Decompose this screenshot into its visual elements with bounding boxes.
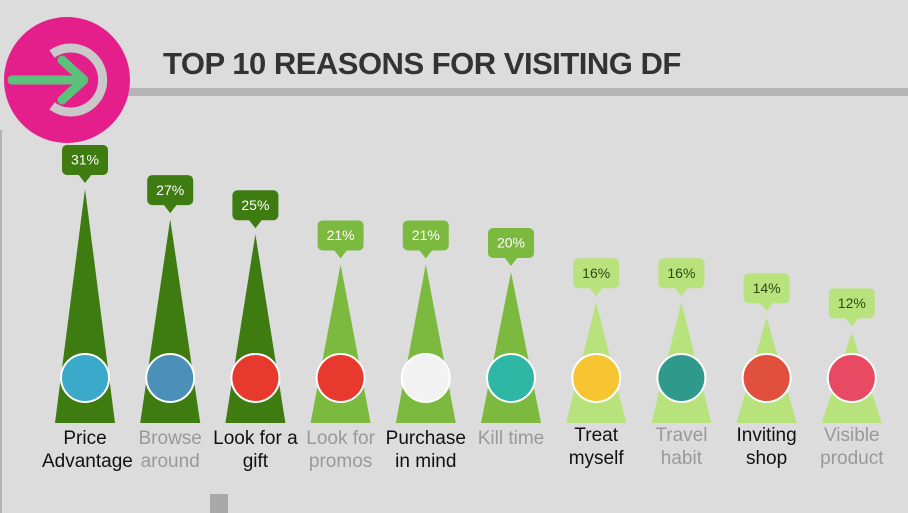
value-label-box xyxy=(488,228,534,258)
value-label: 14% xyxy=(753,280,781,296)
value-label: 12% xyxy=(838,295,866,311)
category-label: Look for promos xyxy=(306,428,375,472)
icon xyxy=(826,353,877,403)
icon xyxy=(571,353,622,403)
icon xyxy=(60,353,110,403)
chart-title: TOP 10 REASONS FOR VISITING DF xyxy=(163,46,681,81)
category-label: Browse around xyxy=(138,428,202,472)
value-label-pointer xyxy=(589,287,604,297)
value-label-pointer xyxy=(248,219,263,229)
logo-arrow xyxy=(7,55,89,105)
value-label-box xyxy=(573,258,620,289)
value-label: 25% xyxy=(241,197,269,213)
value-label-pointer xyxy=(674,287,689,297)
value-label-box xyxy=(62,144,108,175)
value-label-box xyxy=(658,258,705,289)
icon xyxy=(741,353,792,403)
category-label: Price Advantage xyxy=(42,428,133,472)
value-label-box xyxy=(828,288,875,319)
icon xyxy=(486,353,536,403)
value-label: 21% xyxy=(412,227,440,243)
value-label: 21% xyxy=(327,227,355,243)
category-label: Travel habit xyxy=(655,425,708,469)
category-label: Kill time xyxy=(477,428,545,449)
icon xyxy=(145,353,196,403)
value-label-box xyxy=(743,273,790,304)
value-label-pointer xyxy=(844,317,859,327)
scroll-marker xyxy=(210,494,228,513)
category-label: Look for a gift xyxy=(213,428,298,472)
logo-ring xyxy=(49,43,108,117)
value-label-pointer xyxy=(78,173,92,183)
icon xyxy=(400,353,451,403)
value-label-pointer xyxy=(418,249,433,259)
header-rule xyxy=(120,88,908,96)
value-label-pointer xyxy=(504,257,518,266)
value-label-box xyxy=(317,220,364,251)
icon xyxy=(315,353,366,403)
value-label-pointer xyxy=(333,249,348,259)
left-rule xyxy=(0,130,2,513)
icon xyxy=(656,353,707,403)
value-label: 16% xyxy=(582,265,610,281)
category-label: Visible product xyxy=(820,425,884,469)
category-label: Inviting shop xyxy=(736,425,797,469)
value-label: 31% xyxy=(71,152,99,168)
value-label-box xyxy=(147,175,194,206)
value-label-box xyxy=(402,220,449,251)
value-label: 20% xyxy=(497,235,525,251)
value-label-box xyxy=(232,190,279,221)
category-label: Treat myself xyxy=(568,425,624,469)
value-label: 27% xyxy=(156,182,184,198)
value-label-pointer xyxy=(163,204,178,214)
category-label: Purchase in mind xyxy=(385,428,466,472)
value-label: 16% xyxy=(667,265,695,281)
value-label-pointer xyxy=(759,302,774,312)
icon xyxy=(230,353,281,403)
